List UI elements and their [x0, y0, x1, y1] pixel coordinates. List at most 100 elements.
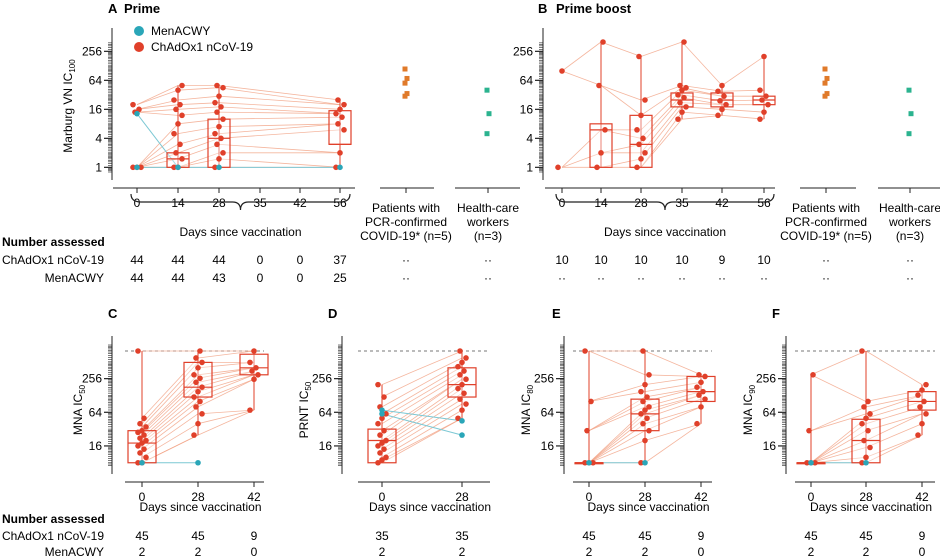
data-point-chad	[143, 437, 149, 444]
y-tick-label: 64	[541, 405, 555, 419]
extra-group-label: COVID-19* (n=5)	[360, 229, 452, 243]
data-point-men	[337, 164, 343, 171]
data-point-chad	[698, 379, 704, 386]
count-men: ··	[402, 271, 410, 285]
trajectory-line	[721, 108, 765, 113]
data-point-chad	[455, 385, 461, 392]
data-point-chad	[646, 371, 652, 378]
ylabel-f-main: MNA IC	[741, 393, 755, 435]
trajectory-line	[141, 406, 199, 450]
legend-swatch-chad	[134, 42, 144, 52]
trajectory-line	[177, 143, 220, 160]
trajectory-line	[136, 144, 179, 168]
trajectory-line	[640, 97, 683, 145]
x-axis-label: Days since vaccination	[810, 500, 932, 514]
data-point-chad	[555, 164, 561, 171]
trajectory-line	[600, 85, 642, 101]
data-point-chad	[602, 127, 608, 133]
count-men: 0	[257, 271, 264, 285]
extra-group-point	[906, 131, 912, 137]
trajectory-line	[588, 396, 646, 432]
data-point-chad	[459, 381, 465, 388]
trajectory-line-men	[381, 413, 463, 436]
count-chad: ··	[822, 253, 830, 267]
count-men: 44	[171, 271, 185, 285]
extra-group-label: (n=3)	[896, 229, 924, 243]
data-point-chad	[640, 420, 646, 427]
ylabel-c-main: MNA IC	[71, 393, 85, 435]
ylabel-e: MNA IC80	[519, 384, 535, 435]
data-point-chad	[582, 348, 588, 354]
trajectory-line	[810, 350, 867, 376]
data-point-chad	[700, 388, 706, 395]
trajectory-line	[381, 378, 463, 436]
count-chad: 0	[297, 253, 304, 267]
trajectory-line	[197, 350, 255, 359]
count-chad: 9	[251, 529, 258, 543]
data-point-chad	[212, 99, 218, 106]
ylabel-c-sub: 50	[78, 384, 87, 393]
x-tick-label: 35	[675, 196, 689, 210]
data-point-chad	[923, 381, 929, 388]
legend: MenACWY ChAdOx1 nCoV-19	[134, 24, 253, 54]
data-point-chad	[683, 104, 689, 110]
data-point-chad	[251, 348, 257, 354]
data-point-chad	[247, 407, 253, 413]
data-point-chad	[679, 109, 685, 115]
x-tick-label: 35	[253, 196, 267, 210]
data-point-chad	[214, 141, 220, 148]
trajectory-line	[588, 409, 646, 464]
x-tick-label: 28	[212, 196, 226, 210]
data-point-chad	[677, 99, 683, 106]
trajectory-line	[141, 362, 199, 424]
count-men: ··	[906, 271, 914, 285]
data-point-chad	[171, 164, 177, 171]
count-men: 2	[459, 545, 466, 557]
trajectory-line	[865, 394, 923, 415]
trajectory-line	[644, 406, 702, 432]
data-point-chad	[638, 112, 644, 119]
data-point-chad	[723, 101, 729, 108]
trajectory-line	[141, 396, 199, 444]
data-point-chad	[216, 93, 222, 99]
trajectory-line	[644, 406, 702, 425]
data-point-chad	[457, 396, 463, 402]
panel-title-b: B Prime boost	[538, 1, 632, 16]
data-point-chad	[333, 110, 339, 117]
trajectory-line	[381, 374, 463, 425]
data-point-chad	[383, 437, 389, 444]
extra-group-label: COVID-19* (n=5)	[780, 229, 872, 243]
legend-label-chad: ChAdOx1 nCoV-19	[151, 40, 253, 54]
data-point-chad	[255, 371, 261, 378]
trajectory-line	[640, 111, 683, 168]
data-point-chad	[761, 53, 767, 60]
x-tick-label: 0	[586, 490, 593, 504]
trajectory-line	[141, 401, 199, 447]
data-point-chad	[171, 97, 177, 103]
trajectory-line	[197, 374, 255, 393]
trajectory-line	[681, 87, 723, 97]
data-point-chad	[199, 359, 205, 366]
count-chad: 10	[634, 253, 648, 267]
trajectory-line	[865, 350, 923, 385]
data-point-chad	[341, 101, 347, 108]
trajectory-line	[141, 374, 199, 431]
trajectory-line	[197, 370, 255, 388]
panel-title-text-b: Prime boost	[556, 1, 632, 16]
count-men: ··	[678, 271, 686, 285]
panel-letter-f: F	[772, 306, 780, 321]
trajectory-line	[681, 85, 723, 92]
data-point-chad	[642, 407, 648, 413]
count-men: ··	[484, 271, 492, 285]
data-point-chad	[694, 420, 700, 427]
data-point-chad	[761, 109, 767, 115]
data-point-chad	[921, 398, 927, 405]
trajectory-line	[177, 133, 220, 145]
trajectory-line	[644, 423, 702, 464]
box	[589, 123, 613, 168]
trajectory-line	[865, 401, 923, 419]
trajectory-line	[177, 111, 220, 116]
trajectory-line	[600, 129, 642, 139]
count-men: 2	[139, 545, 146, 557]
data-point-chad	[141, 415, 147, 422]
